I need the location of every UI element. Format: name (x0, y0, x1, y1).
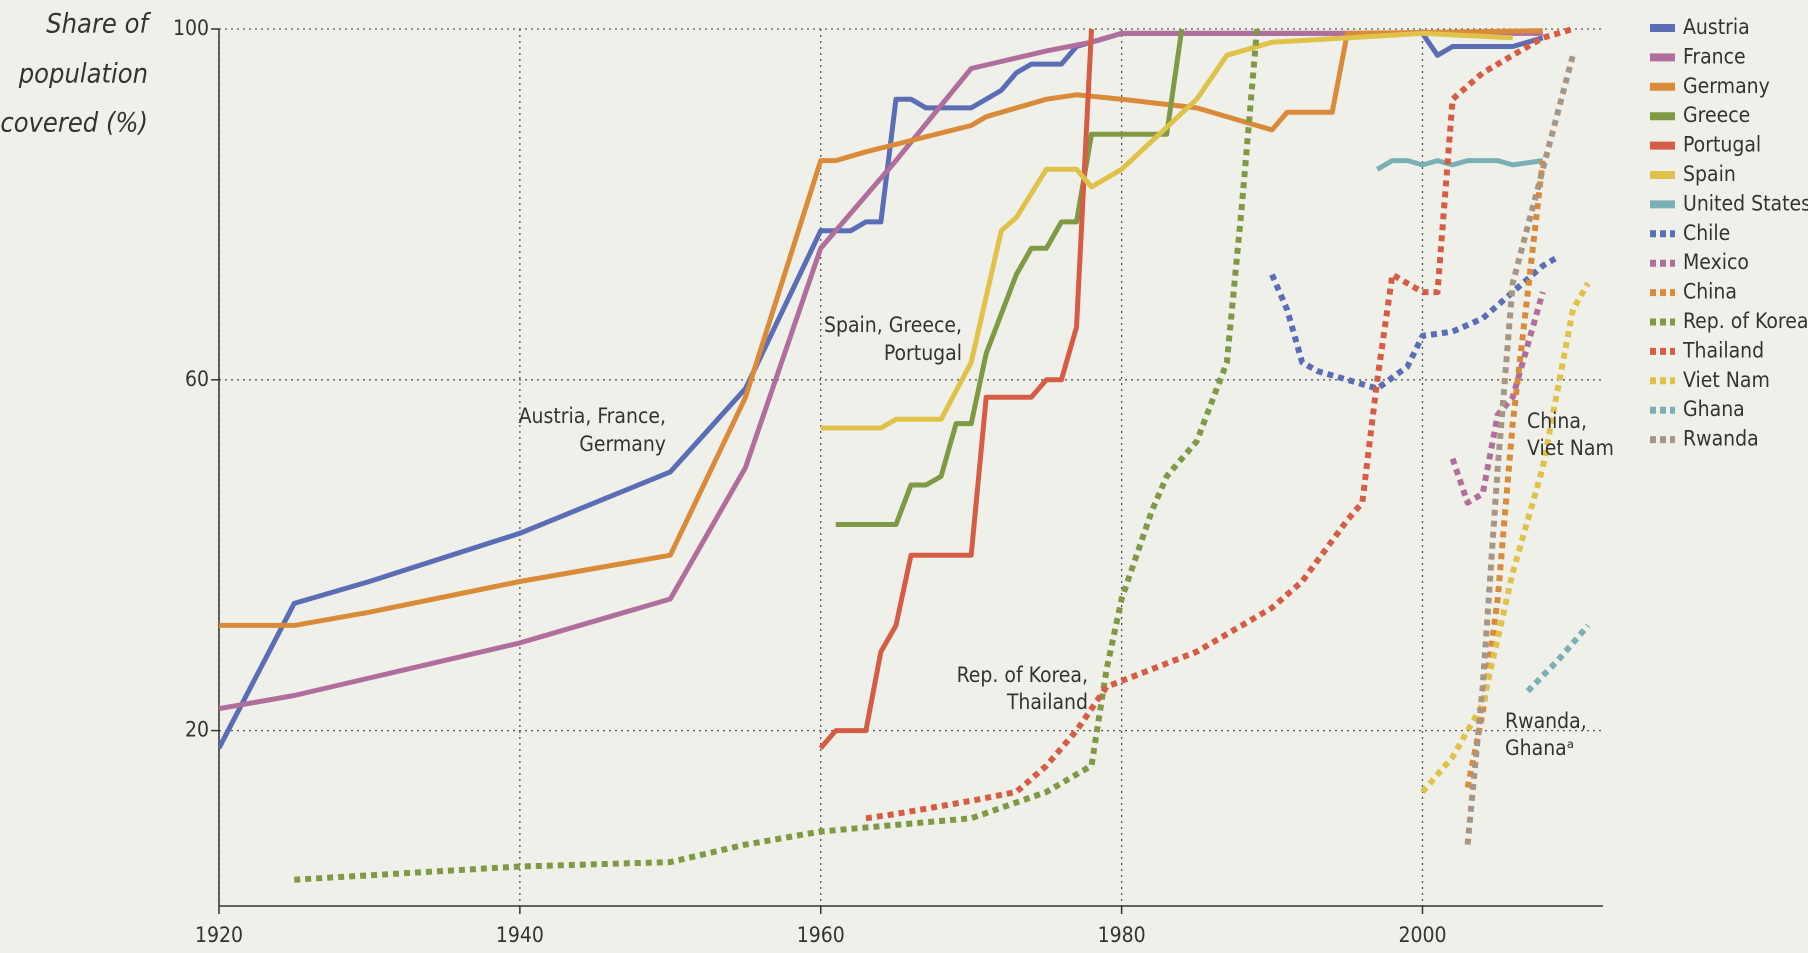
legend-label: Rwanda (1683, 427, 1759, 451)
annotation: Viet Nam (1527, 436, 1614, 460)
line (219, 28, 1543, 628)
y-tick-label: 60 (185, 367, 209, 391)
annotation: Rwanda, (1505, 709, 1587, 733)
line (820, 30, 1513, 431)
dotted-line (1464, 54, 1576, 845)
legend-label: Viet Nam (1683, 368, 1770, 392)
legend-label: Ghana (1683, 397, 1745, 421)
legend-label: Chile (1683, 221, 1730, 245)
annotation: China, (1527, 409, 1587, 433)
annotation: Germany (579, 432, 666, 456)
x-tick-label: 1940 (496, 923, 544, 947)
legend-label: Mexico (1683, 250, 1749, 274)
legend-label: France (1683, 44, 1746, 68)
annotation: Austria, France, (519, 404, 666, 428)
y-axis-label: covered (%) (0, 108, 148, 139)
dotted-line (1449, 291, 1546, 506)
annotation: Spain, Greece, (824, 313, 962, 337)
dotted-line (865, 26, 1574, 822)
legend-label: Spain (1683, 162, 1736, 186)
annotations: Austria, France, Germany Spain, Greece, … (519, 313, 1614, 760)
annotation: Ghanaᵃ (1505, 736, 1574, 760)
legend-label: China (1683, 280, 1737, 304)
dotted-line (1420, 281, 1591, 794)
plot-area: 20 60 100 1920 1940 1960 1980 2000 (173, 16, 1603, 947)
legend-label: Rep. of Korea (1683, 309, 1808, 333)
x-tick-label: 1960 (797, 923, 845, 947)
y-axis-label: Share of (46, 9, 151, 40)
dotted-line (1269, 254, 1560, 392)
x-tick-label: 2000 (1398, 923, 1446, 947)
legend-label: Greece (1683, 103, 1750, 127)
y-axis-label: population (18, 59, 148, 90)
legend-label: Thailand (1682, 338, 1764, 362)
y-tick-label: 100 (173, 16, 209, 40)
legend-label: United States (1683, 191, 1808, 215)
legend-label: Portugal (1683, 133, 1761, 157)
legend-label: Austria (1683, 15, 1750, 39)
legend: Austria France Germany Greece Portugal Spain U… (1650, 15, 1808, 451)
annotation: Portugal (884, 341, 962, 365)
x-tick-label: 1920 (195, 923, 243, 947)
line (818, 28, 1094, 750)
y-tick-label: 20 (185, 718, 209, 742)
annotation: Thailand (1006, 690, 1088, 714)
series-group (219, 26, 1591, 883)
dotted-line (1464, 160, 1546, 789)
legend-label: Germany (1683, 74, 1770, 98)
x-tick-label: 1980 (1098, 923, 1146, 947)
annotation: Rep. of Korea, (957, 663, 1088, 687)
dotted-line (1525, 623, 1591, 694)
